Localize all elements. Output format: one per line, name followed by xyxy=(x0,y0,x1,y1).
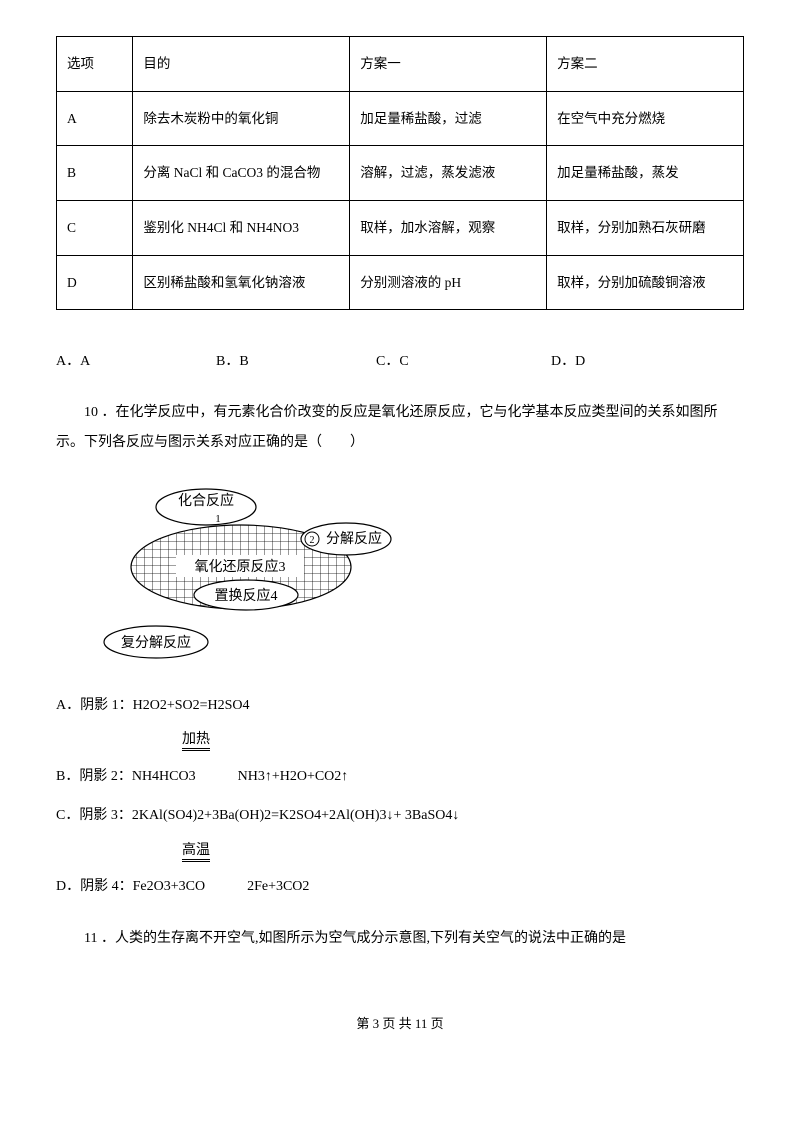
displacement-label: 置换反应4 xyxy=(215,587,278,604)
cell: C xyxy=(57,200,133,255)
cell: A xyxy=(57,91,133,146)
page-content: 选项 目的 方案一 方案二 A 除去木炭粉中的氧化铜 加足量稀盐酸，过滤 在空气… xyxy=(0,0,800,1062)
q10-option-a: A．阴影 1：H2O2+SO2=H2SO4 xyxy=(56,691,744,720)
table-row: B 分离 NaCl 和 CaCO3 的混合物 溶解，过滤，蒸发滤液 加足量稀盐酸… xyxy=(57,146,744,201)
q10-option-b: B．阴影 2：NH4HCO3 NH3↑+H2O+CO2↑ xyxy=(56,762,744,791)
choice-a: A．A xyxy=(56,350,216,370)
th-option: 选项 xyxy=(57,37,133,92)
question-10-stem: 10 ．在化学反应中，有元素化合价改变的反应是氧化还原反应，它与化学基本反应类型… xyxy=(56,398,744,457)
cell: 取样，分别加硫酸铜溶液 xyxy=(547,255,744,310)
heat-label-1: 加热 xyxy=(182,730,744,750)
cell: 区别稀盐酸和氢氧化钠溶液 xyxy=(133,255,350,310)
options-table: 选项 目的 方案一 方案二 A 除去木炭粉中的氧化铜 加足量稀盐酸，过滤 在空气… xyxy=(56,36,744,310)
cell: 溶解，过滤，蒸发滤液 xyxy=(350,146,547,201)
cell: 加足量稀盐酸，过滤 xyxy=(350,91,547,146)
reaction-venn-svg: 化合反应 1 分解反应 2 氧化还原反应3 置换反应4 复分解反应 xyxy=(96,477,416,662)
num-2: 2 xyxy=(310,535,315,546)
table-row: C 鉴别化 NH4Cl 和 NH4NO3 取样，加水溶解，观察 取样，分别加熟石… xyxy=(57,200,744,255)
cell: 鉴别化 NH4Cl 和 NH4NO3 xyxy=(133,200,350,255)
table-row: A 除去木炭粉中的氧化铜 加足量稀盐酸，过滤 在空气中充分燃烧 xyxy=(57,91,744,146)
cell: 取样，加水溶解，观察 xyxy=(350,200,547,255)
heat-label-2: 高温 xyxy=(182,841,744,861)
cell: 取样，分别加熟石灰研磨 xyxy=(547,200,744,255)
th-plan2: 方案二 xyxy=(547,37,744,92)
q10-option-c: C．阴影 3：2KAl(SO4)2+3Ba(OH)2=K2SO4+2Al(OH)… xyxy=(56,801,744,830)
table-header-row: 选项 目的 方案一 方案二 xyxy=(57,37,744,92)
cell: 除去木炭粉中的氧化铜 xyxy=(133,91,350,146)
th-plan1: 方案一 xyxy=(350,37,547,92)
combination-label: 化合反应 xyxy=(178,492,234,509)
cell: 分别测溶液的 pH xyxy=(350,255,547,310)
decomposition-label: 分解反应 xyxy=(326,530,382,547)
redox-label: 氧化还原反应3 xyxy=(195,558,286,575)
th-purpose: 目的 xyxy=(133,37,350,92)
num-1: 1 xyxy=(215,513,221,525)
answer-choices: A．A B．B C．C D．D xyxy=(56,350,744,370)
q10-option-d: D．阴影 4：Fe2O3+3CO 2Fe+3CO2 xyxy=(56,872,744,901)
choice-d: D．D xyxy=(551,350,585,370)
cell: 在空气中充分燃烧 xyxy=(547,91,744,146)
choice-c: C．C xyxy=(376,350,551,370)
choice-b: B．B xyxy=(216,350,376,370)
question-11-stem: 11 ．人类的生存离不开空气,如图所示为空气成分示意图,下列有关空气的说法中正确… xyxy=(56,924,744,953)
cell: 分离 NaCl 和 CaCO3 的混合物 xyxy=(133,146,350,201)
cell: D xyxy=(57,255,133,310)
cell: 加足量稀盐酸，蒸发 xyxy=(547,146,744,201)
heat1-text: 加热 xyxy=(182,732,210,751)
venn-diagram: 化合反应 1 分解反应 2 氧化还原反应3 置换反应4 复分解反应 xyxy=(96,477,744,667)
page-footer: 第 3 页 共 11 页 xyxy=(56,1013,744,1032)
heat2-text: 高温 xyxy=(182,843,210,862)
metathesis-label: 复分解反应 xyxy=(121,634,191,651)
cell: B xyxy=(57,146,133,201)
table-row: D 区别稀盐酸和氢氧化钠溶液 分别测溶液的 pH 取样，分别加硫酸铜溶液 xyxy=(57,255,744,310)
